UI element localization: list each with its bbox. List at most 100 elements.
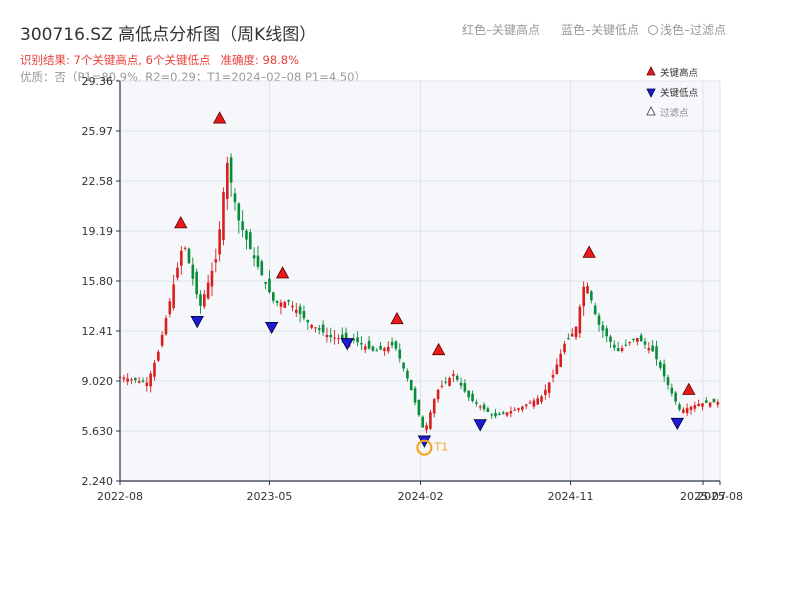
candle — [130, 377, 133, 385]
hollow-circle-icon — [648, 25, 658, 35]
candle — [551, 369, 555, 383]
candle — [659, 359, 662, 371]
candle-body — [321, 324, 325, 333]
candle — [494, 408, 497, 419]
candle — [712, 398, 716, 403]
candle — [478, 404, 482, 411]
candle-body — [367, 340, 371, 349]
candle — [199, 290, 202, 314]
candle-body — [279, 302, 283, 307]
candle-body — [122, 377, 126, 380]
candle — [183, 246, 187, 251]
candle — [390, 337, 394, 349]
x-tick-label: 2025-08 — [697, 490, 743, 503]
candle — [521, 405, 524, 413]
candle-body — [180, 250, 183, 266]
candle — [195, 268, 198, 299]
candle — [636, 337, 639, 346]
candle-body — [716, 402, 720, 405]
candle-body — [137, 381, 141, 383]
candle — [471, 390, 474, 403]
candle — [490, 412, 494, 419]
candle-body — [195, 271, 198, 295]
candle-body — [455, 376, 459, 380]
inner-legend: 关键高点 关键低点 过滤点 — [646, 66, 699, 119]
candle-body — [149, 373, 152, 387]
candle — [379, 342, 382, 350]
candle — [609, 334, 612, 349]
legend-light-filtered-label: 浅色–过滤点 — [660, 23, 727, 37]
candle — [317, 324, 321, 335]
candle-body — [337, 338, 340, 340]
candle-body — [705, 400, 708, 403]
candle-body — [494, 412, 497, 417]
candle — [498, 411, 501, 416]
candle-body — [674, 392, 677, 402]
candle — [164, 315, 168, 336]
candle-body — [551, 374, 555, 378]
candle — [616, 341, 620, 352]
candle-body — [666, 377, 670, 385]
candle-body — [459, 382, 463, 386]
candle-body — [252, 255, 256, 259]
candle — [697, 399, 700, 407]
candle — [540, 394, 543, 405]
candle-body — [248, 232, 252, 250]
candle-body — [371, 346, 375, 351]
x-tick-label: 2024-02 — [398, 490, 444, 503]
key-low-marker — [264, 321, 279, 335]
candle-body — [444, 381, 448, 383]
candle — [306, 319, 310, 330]
candle-body — [682, 409, 685, 413]
candle — [436, 388, 440, 403]
candle — [371, 345, 375, 353]
candle-body — [360, 343, 363, 345]
candle-body — [222, 192, 225, 241]
candle — [467, 390, 471, 402]
candle-body — [306, 320, 310, 323]
recognition-result: 识别结果: 7个关键高点, 6个关键低点 准确度: 98.8% — [20, 52, 299, 68]
candle — [544, 384, 547, 400]
candle — [444, 377, 448, 385]
candle — [570, 328, 574, 337]
candle-body — [402, 362, 405, 369]
y-tick-label: 2.240 — [82, 475, 114, 488]
candle-body — [582, 286, 585, 307]
candle — [356, 331, 359, 347]
candle-body — [509, 411, 513, 414]
candle-body — [164, 318, 168, 335]
t1-circle-marker — [416, 439, 433, 456]
candle — [547, 382, 551, 398]
candle-body — [432, 399, 436, 414]
candle — [271, 291, 275, 304]
candle — [210, 262, 214, 296]
candle-body — [356, 337, 359, 343]
candle — [191, 257, 195, 286]
candle — [287, 299, 290, 306]
candle-body — [237, 203, 241, 221]
candle — [141, 377, 145, 383]
candle-body — [643, 341, 647, 345]
candle-body — [379, 345, 382, 350]
candle-body — [268, 278, 271, 293]
candle — [134, 377, 137, 384]
candle — [321, 320, 325, 336]
candle — [233, 188, 237, 211]
candle — [651, 340, 654, 352]
candle-body — [547, 382, 551, 393]
candle-body — [655, 346, 658, 360]
candle-body — [314, 327, 317, 329]
key-low-marker — [190, 316, 204, 329]
legend-red-key-high: 红色–关键高点 — [462, 23, 541, 37]
candle — [605, 325, 608, 343]
candle-body — [467, 390, 471, 398]
candle — [689, 405, 693, 415]
candle — [248, 229, 252, 250]
candle-body — [471, 393, 474, 401]
candle-body — [639, 335, 643, 342]
candle — [241, 210, 244, 238]
y-tick-label: 25.97 — [82, 125, 114, 138]
candle-body — [601, 325, 605, 331]
candle-body — [275, 300, 279, 303]
